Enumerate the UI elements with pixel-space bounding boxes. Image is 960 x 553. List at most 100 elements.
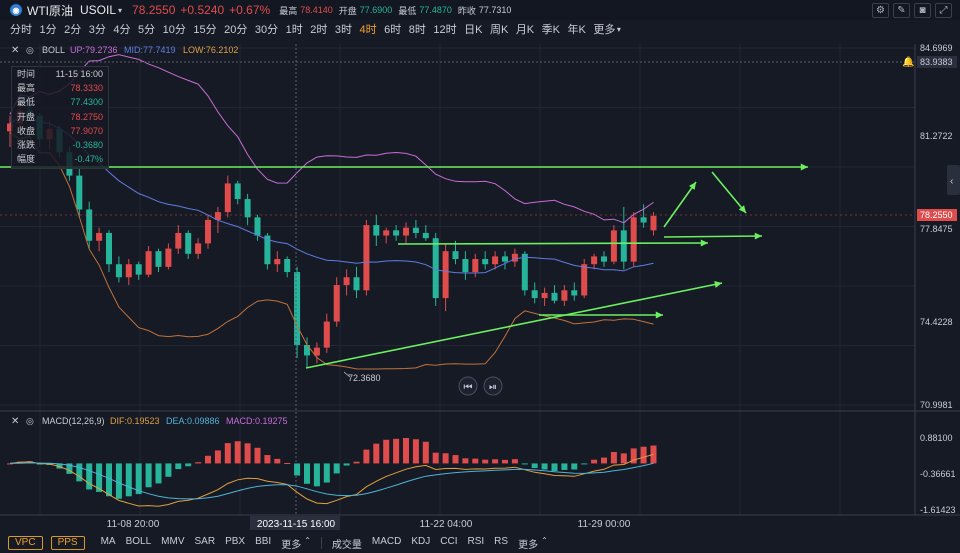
chevron-up-icon[interactable]: ⌃ xyxy=(541,535,548,545)
candle-body xyxy=(610,230,617,262)
main-indicator-2[interactable]: MMV xyxy=(161,535,185,547)
macd-histogram-bar xyxy=(610,452,617,464)
camera-icon[interactable]: ◙ xyxy=(914,3,931,18)
mid-support-line-arrowhead-icon xyxy=(700,239,708,247)
prev-button[interactable] xyxy=(458,376,478,396)
upper-target-line xyxy=(663,235,763,238)
tooltip-label: 最低 xyxy=(17,97,36,108)
stat-high-label: 最高 xyxy=(279,5,298,16)
interval-tab-9[interactable]: 30分 xyxy=(254,24,279,36)
interval-tab-16[interactable]: 12时 xyxy=(433,24,457,36)
macd-histogram-bar xyxy=(195,462,202,464)
sub-indicator-2[interactable]: KDJ xyxy=(411,535,431,547)
chevron-up-icon[interactable]: ⌃ xyxy=(304,535,311,545)
stat-prev-close-label: 昨收 xyxy=(457,5,476,16)
interval-tab-3[interactable]: 3分 xyxy=(88,24,106,36)
next-button[interactable] xyxy=(483,376,503,396)
macd-histogram-bar xyxy=(294,463,301,476)
interval-tab-5[interactable]: 5分 xyxy=(138,24,156,36)
macd-histogram-bar xyxy=(630,448,637,464)
interval-tab-13[interactable]: 4时 xyxy=(359,24,377,36)
sub-indicator-0[interactable]: 成交量 xyxy=(331,539,362,551)
interval-tab-7[interactable]: 15分 xyxy=(193,24,217,36)
macd-dif-value: DIF:0.19523 xyxy=(110,416,160,426)
down-arrow-line xyxy=(711,171,747,214)
main-indicator-5[interactable]: BBI xyxy=(255,535,272,547)
candle-body xyxy=(591,256,598,265)
sub-indicator-4[interactable]: RSI xyxy=(467,535,485,547)
interval-tab-12[interactable]: 3时 xyxy=(334,24,352,36)
interval-tab-8[interactable]: 20分 xyxy=(224,24,248,36)
candle-body xyxy=(244,199,251,218)
candle-body xyxy=(373,225,380,236)
interval-tab-1[interactable]: 1分 xyxy=(39,24,57,36)
interval-tab-11[interactable]: 2时 xyxy=(310,24,328,36)
price-axis-label: 70.9981 xyxy=(920,400,953,410)
sub-indicator-6[interactable]: 更多 xyxy=(518,539,539,551)
interval-tab-10[interactable]: 1时 xyxy=(285,24,303,36)
macd-histogram-bar xyxy=(323,463,330,483)
candle-body xyxy=(452,251,459,260)
more-intervals-chevron-icon[interactable]: ▾ xyxy=(616,24,621,34)
macd-histogram-bar xyxy=(254,447,261,464)
candle-body xyxy=(145,251,152,275)
macd-histogram-bar xyxy=(601,457,607,464)
interval-tab-19[interactable]: 月K xyxy=(515,24,535,36)
min-pointer xyxy=(343,371,351,378)
interval-tab-15[interactable]: 8时 xyxy=(408,24,426,36)
rising-trendline-arrowhead-icon xyxy=(714,281,722,288)
main-indicator-4[interactable]: PBX xyxy=(225,535,246,547)
candle-body xyxy=(383,230,390,236)
price-axis-label: 84.6969 xyxy=(920,43,953,53)
interval-tab-2[interactable]: 2分 xyxy=(64,24,82,36)
candle-body xyxy=(601,256,607,262)
ticker[interactable]: USOIL xyxy=(80,3,117,17)
pps-button[interactable]: PPS xyxy=(50,536,85,550)
candle-body xyxy=(511,253,518,262)
interval-tab-22[interactable]: 更多 xyxy=(593,24,616,36)
tooltip-label: 时间 xyxy=(17,69,36,79)
candle-body xyxy=(551,292,558,301)
main-indicator-1[interactable]: BOLL xyxy=(125,535,152,547)
macd-histogram-bar xyxy=(531,463,538,469)
interval-tab-4[interactable]: 4分 xyxy=(113,24,131,36)
macd-histogram-bar xyxy=(581,463,588,465)
main-indicator-6[interactable]: 更多 xyxy=(281,539,302,551)
sub-indicator-5[interactable]: RS xyxy=(494,535,509,547)
macd-axis-label: 0.88100 xyxy=(920,433,953,443)
sub-indicator-3[interactable]: CCI xyxy=(440,535,458,547)
symbol-name[interactable]: WTI原油 xyxy=(27,3,73,18)
tooltip-label: 幅度 xyxy=(17,154,36,165)
side-panel-toggle[interactable] xyxy=(947,165,960,195)
interval-tab-6[interactable]: 10分 xyxy=(162,24,186,36)
pencil-icon[interactable]: ✎ xyxy=(893,3,910,18)
interval-tab-14[interactable]: 6时 xyxy=(384,24,402,36)
settings-icon[interactable]: ⚙ xyxy=(872,3,889,18)
fullscreen-icon[interactable]: ⤢ xyxy=(935,3,952,18)
macd-dif-line xyxy=(9,453,654,507)
sub-indicator-1[interactable]: MACD xyxy=(371,535,402,547)
candle-body xyxy=(422,232,429,239)
macd-histogram-bar xyxy=(26,461,33,464)
main-indicator-0[interactable]: MA xyxy=(100,535,116,547)
candle-body xyxy=(214,212,221,220)
main-indicator-3[interactable]: SAR xyxy=(194,535,216,547)
interval-tab-21[interactable]: 年K xyxy=(567,24,586,36)
chart-area[interactable]: ✕ ◎ BOLL UP:79.2736 MID:77.7419 LOW:76.2102 72… xyxy=(0,38,960,533)
interval-tab-0[interactable]: 分时 xyxy=(10,24,32,36)
candle-body xyxy=(531,290,538,299)
macd-histogram-bar xyxy=(304,463,310,484)
upper-target-line-arrowhead-icon xyxy=(754,232,762,240)
candle-body xyxy=(393,230,400,236)
symbol-dropdown-icon[interactable]: ▾ xyxy=(118,5,123,15)
interval-tab-20[interactable]: 季K xyxy=(541,24,560,36)
macd-histogram-bar xyxy=(363,449,370,464)
time-axis-label: 11-08 20:00 xyxy=(107,519,160,530)
interval-tab-18[interactable]: 周K xyxy=(489,24,509,36)
vpc-button[interactable]: VPC xyxy=(8,536,43,550)
macd-histogram-bar xyxy=(224,443,231,464)
interval-tab-17[interactable]: 日K xyxy=(464,24,483,36)
stat-low-value: 77.4870 xyxy=(419,5,452,15)
boll-low-value: LOW:76.2102 xyxy=(183,45,238,55)
candle-body xyxy=(353,277,360,291)
